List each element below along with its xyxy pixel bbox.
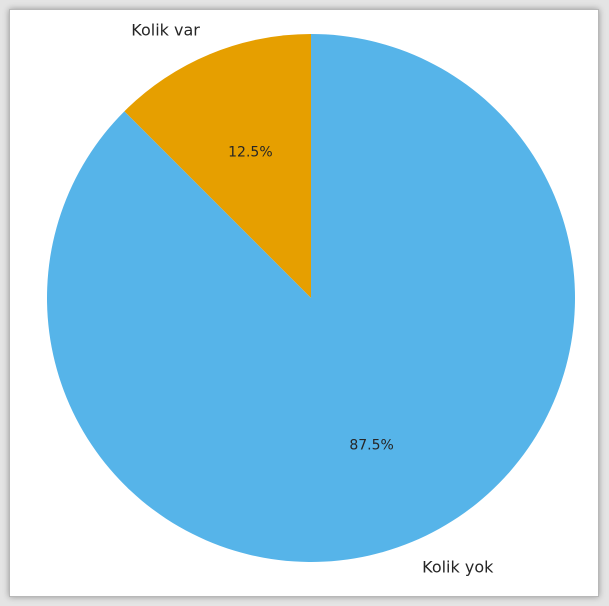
pie-slice-kolik-var xyxy=(124,34,311,298)
pie-slice-kolik-yok xyxy=(47,34,576,562)
pie-value-label-kolik-var: 12.5% xyxy=(228,145,272,161)
pie-category-label-kolik-var: Kolik var xyxy=(131,21,200,40)
pie-value-label-kolik-yok: 87.5% xyxy=(349,437,393,453)
pie-category-label-kolik-yok: Kolik yok xyxy=(422,557,494,576)
